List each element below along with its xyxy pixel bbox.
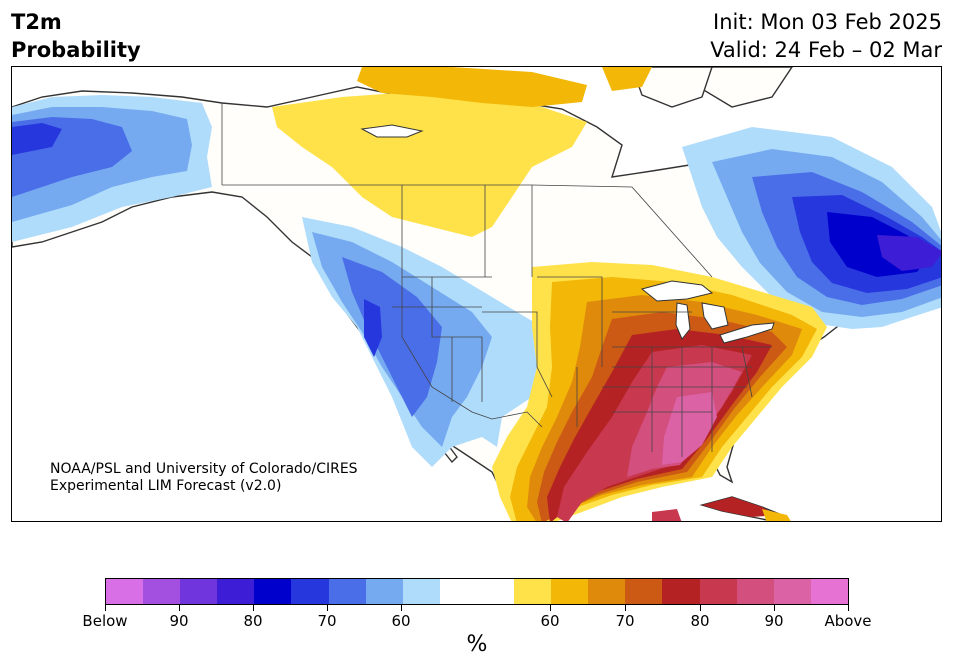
colorbar-segment [328, 579, 366, 604]
lake-huron [701, 302, 729, 330]
forecast-dates: Init: Mon 03 Feb 2025 Valid: 24 Feb – 02… [710, 8, 942, 64]
colorbar-tick [253, 605, 254, 611]
probability-map [12, 67, 941, 521]
colorbar-segment [625, 579, 663, 604]
colorbar-unit: % [466, 632, 488, 657]
credit-text: NOAA/PSL and University of Colorado/CIRE… [50, 461, 358, 495]
valid-range: Valid: 24 Feb – 02 Mar [710, 38, 942, 62]
colorbar-segment [402, 579, 440, 604]
colorbar-tick-label: Below [82, 612, 128, 630]
colorbar [105, 578, 849, 605]
above-normal-east-us [492, 262, 827, 521]
colorbar-tick-label: 80 [690, 612, 710, 630]
colorbar-tick-label: 80 [243, 612, 263, 630]
colorbar-tick [327, 605, 328, 611]
colorbar-tick [774, 605, 775, 611]
colorbar-tick [105, 605, 106, 611]
title-variable: T2m [11, 10, 62, 34]
above-normal-caribbean [652, 497, 791, 521]
colorbar-segment [736, 579, 774, 604]
baffin-island [631, 67, 713, 108]
colorbar-segment [254, 579, 292, 604]
political-borders [221, 103, 772, 457]
colorbar-segment [773, 579, 811, 604]
colorbar-tick [179, 605, 180, 611]
below-normal-west [302, 217, 547, 467]
colorbar-tick [401, 605, 402, 611]
colorbar-tick [700, 605, 701, 611]
colorbar-segment [143, 579, 181, 604]
colorbar-segment [106, 579, 144, 604]
colorbar-segment [551, 579, 589, 604]
credit-line-1: NOAA/PSL and University of Colorado/CIRE… [50, 461, 358, 477]
colorbar-tick [625, 605, 626, 611]
colorbar-segment [810, 579, 848, 604]
colorbar-tick-label: 90 [169, 612, 189, 630]
colorbar-segment [476, 579, 515, 604]
init-date: Init: Mon 03 Feb 2025 [713, 10, 942, 34]
colorbar-segment [180, 579, 218, 604]
colorbar-segment [662, 579, 700, 604]
colorbar-segment [699, 579, 737, 604]
greenland-edge [701, 67, 793, 108]
colorbar-segment [291, 579, 329, 604]
lake-erie-ontario [719, 322, 775, 344]
colorbar-segment [439, 579, 477, 604]
colorbar-segment [217, 579, 255, 604]
colorbar-tick-label: 70 [615, 612, 635, 630]
colorbar-segment [588, 579, 626, 604]
colorbar-tick [848, 605, 849, 611]
hudson-bay-ice [360, 124, 424, 138]
great-lakes [360, 124, 775, 344]
colorbar-tick-label: 90 [764, 612, 784, 630]
colorbar-segment [365, 579, 403, 604]
colorbar-tick [550, 605, 551, 611]
colorbar-tick-label: 60 [391, 612, 411, 630]
map-title: T2m Probability [11, 8, 141, 64]
colorbar-tick-label: 60 [540, 612, 560, 630]
map-panel: NOAA/PSL and University of Colorado/CIRE… [11, 66, 942, 522]
below-normal-alaska [12, 95, 212, 242]
above-normal-canada [272, 67, 652, 237]
credit-line-2: Experimental LIM Forecast (v2.0) [50, 478, 282, 494]
lake-superior [640, 280, 714, 302]
title-type: Probability [11, 38, 141, 62]
below-normal-east-canada [682, 127, 941, 329]
colorbar-tick-label: 70 [317, 612, 337, 630]
colorbar-segment [514, 579, 552, 604]
colorbar-tick-label: Above [824, 612, 872, 630]
